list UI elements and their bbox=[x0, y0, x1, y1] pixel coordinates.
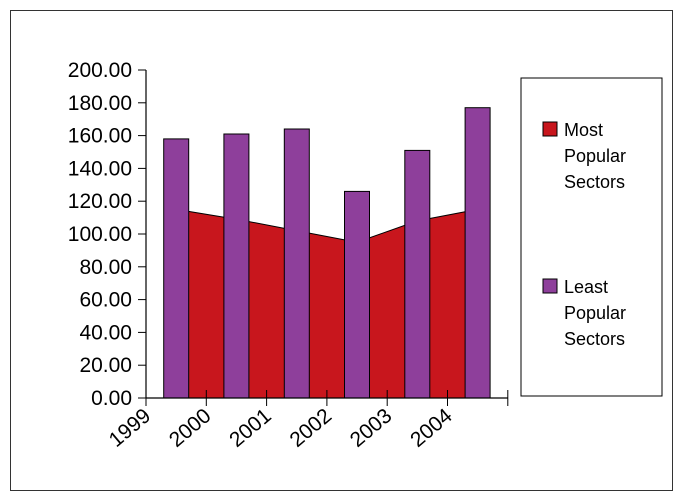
y-tick-label-0: 0.00 bbox=[91, 387, 132, 410]
y-tick-label-4: 80.00 bbox=[79, 256, 132, 279]
bar-least-popular-2004 bbox=[464, 107, 491, 399]
legend-swatch-most-popular bbox=[542, 121, 558, 137]
x-tick-label-1999: 1999 bbox=[105, 404, 156, 452]
y-tick-label-5: 100.00 bbox=[68, 223, 132, 246]
legend-label-most-popular-1: Most bbox=[564, 120, 603, 140]
legend-label-least-popular-3: Sectors bbox=[564, 329, 625, 349]
x-tick-labels: 1999 2000 2001 2002 2003 2004 bbox=[105, 404, 457, 452]
legend-label-least-popular-2: Popular bbox=[564, 303, 626, 323]
y-tick-label-7: 140.00 bbox=[68, 157, 132, 180]
x-tick-label-2003: 2003 bbox=[346, 404, 397, 452]
area-most-popular bbox=[175, 208, 479, 399]
legend-swatch-least-popular bbox=[542, 278, 558, 294]
bar-least-popular-2000 bbox=[223, 133, 250, 399]
legend-label-least-popular-1: Least bbox=[564, 277, 608, 297]
area-layer bbox=[175, 208, 479, 399]
y-tick-label-1: 20.00 bbox=[79, 354, 132, 377]
y-tick-label-3: 60.00 bbox=[79, 289, 132, 312]
bar-least-popular-2002 bbox=[344, 190, 370, 399]
x-tick-label-2001: 2001 bbox=[225, 404, 276, 452]
x-tick-label-2004: 2004 bbox=[406, 404, 457, 452]
bar-least-popular-1999 bbox=[163, 138, 190, 399]
y-tick-label-10: 200.00 bbox=[68, 59, 132, 82]
y-tick-label-8: 160.00 bbox=[68, 125, 132, 148]
y-tick-label-6: 120.00 bbox=[68, 190, 132, 213]
bar-least-popular-2001 bbox=[283, 128, 310, 399]
x-tick-label-2000: 2000 bbox=[165, 404, 216, 452]
legend-label-most-popular-2: Popular bbox=[564, 146, 626, 166]
x-tick-label-2002: 2002 bbox=[286, 404, 337, 452]
bar-layer bbox=[163, 107, 491, 399]
legend-label-most-popular-3: Sectors bbox=[564, 172, 625, 192]
y-tick-labels: 0.00 20.00 40.00 60.00 80.00 100.00 120.00 140.… bbox=[68, 59, 132, 410]
axis-layer bbox=[138, 69, 509, 406]
y-tick-label-9: 180.00 bbox=[68, 92, 132, 115]
bar-least-popular-2003 bbox=[404, 149, 431, 399]
y-tick-label-2: 40.00 bbox=[79, 321, 132, 344]
chart-frame bbox=[10, 10, 673, 491]
legend: Most Popular Sectors Least Popular Secto… bbox=[520, 77, 663, 397]
